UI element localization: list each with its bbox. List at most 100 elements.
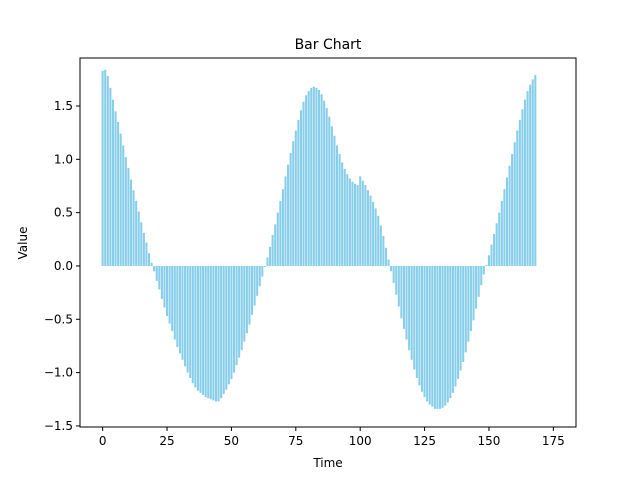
bar <box>317 89 321 266</box>
bar <box>240 265 243 351</box>
bar <box>451 265 454 393</box>
bar <box>518 119 521 266</box>
bar <box>276 212 279 266</box>
bar <box>225 265 228 390</box>
axes-group: 0 25 50 75 100 125 150 175 −1.5 −1.0 −0.5 0.0 0.5 1.0… <box>44 57 577 448</box>
bar <box>328 116 331 266</box>
bar <box>503 189 506 266</box>
bar <box>127 167 130 266</box>
bar <box>214 265 217 402</box>
bar <box>106 76 109 266</box>
bar <box>487 255 490 266</box>
bar <box>256 265 259 296</box>
bar <box>261 265 264 277</box>
bar <box>163 265 166 308</box>
y-tick-label: −1.5 <box>44 419 73 433</box>
y-tick-label: 1.5 <box>54 99 73 113</box>
bar <box>168 265 171 324</box>
bar <box>212 265 215 401</box>
bar <box>346 174 349 266</box>
bar <box>101 70 104 266</box>
bar <box>366 190 369 266</box>
bar <box>191 265 194 384</box>
bar <box>158 265 161 290</box>
bar <box>495 223 498 266</box>
bar <box>390 265 393 272</box>
bar <box>531 79 534 266</box>
bar <box>248 265 251 325</box>
bar <box>287 164 290 266</box>
bar <box>135 200 138 266</box>
bar <box>359 176 362 266</box>
bar <box>176 265 179 348</box>
x-tick-label: 175 <box>542 434 565 448</box>
bar <box>119 133 122 266</box>
bar <box>534 75 537 266</box>
bar <box>251 265 254 316</box>
bar <box>511 153 514 266</box>
bar <box>289 152 292 266</box>
x-axis-label: Time <box>312 456 342 470</box>
bar <box>253 265 256 306</box>
bar <box>431 265 434 407</box>
bar <box>153 265 156 272</box>
bar <box>204 265 207 398</box>
bar <box>186 265 189 373</box>
bar <box>415 265 418 378</box>
bar <box>166 265 169 317</box>
bar <box>150 262 153 266</box>
bar <box>194 265 197 388</box>
bar <box>490 244 493 266</box>
bar <box>238 265 241 358</box>
bar <box>348 178 351 266</box>
bar <box>428 265 431 405</box>
bar <box>464 265 467 353</box>
x-tick-label: 150 <box>478 434 501 448</box>
bar <box>475 265 478 309</box>
bar <box>297 119 300 266</box>
bar <box>387 259 390 266</box>
bar <box>529 84 532 266</box>
bar <box>245 265 248 334</box>
bar <box>129 179 133 266</box>
bar <box>325 108 328 266</box>
bar <box>333 135 336 266</box>
bar <box>222 265 225 394</box>
bar <box>449 265 452 399</box>
bar <box>374 208 377 266</box>
bar <box>523 99 527 266</box>
bar <box>209 265 212 400</box>
bar <box>459 265 462 371</box>
bar <box>312 86 315 266</box>
bar <box>140 222 143 266</box>
bar <box>310 87 313 266</box>
bar <box>155 265 158 281</box>
bar <box>392 265 395 284</box>
bar <box>330 126 333 266</box>
x-tick-label: 125 <box>413 434 436 448</box>
bar <box>513 142 516 266</box>
bar <box>184 265 187 367</box>
bar <box>433 265 436 409</box>
bar <box>147 253 151 266</box>
bar <box>364 184 367 266</box>
bar <box>446 265 449 403</box>
bar <box>369 195 372 266</box>
bar <box>408 265 411 351</box>
bar <box>361 180 364 266</box>
bar <box>436 265 439 409</box>
bar <box>526 91 529 266</box>
bar <box>402 265 405 329</box>
bar <box>477 265 480 297</box>
bar <box>122 145 125 266</box>
x-tick-label: 25 <box>159 434 174 448</box>
bar <box>500 200 503 266</box>
bar <box>323 100 326 266</box>
bar <box>413 265 416 370</box>
y-axis-label: Value <box>16 227 30 260</box>
bar <box>438 265 442 409</box>
x-tick-label: 100 <box>349 434 372 448</box>
bar <box>307 91 310 266</box>
bar <box>395 265 398 295</box>
bar <box>338 153 341 266</box>
